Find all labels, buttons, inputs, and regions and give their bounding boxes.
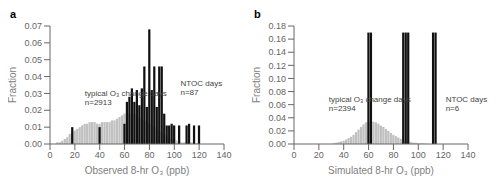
svg-text:20: 20 — [70, 150, 80, 160]
svg-text:120: 120 — [436, 150, 451, 160]
svg-text:140: 140 — [216, 150, 231, 160]
svg-text:Simulated 8-hr O₃ (ppb): Simulated 8-hr O₃ (ppb) — [328, 165, 434, 176]
svg-text:120: 120 — [192, 150, 207, 160]
svg-text:0: 0 — [47, 150, 52, 160]
svg-text:20: 20 — [314, 150, 324, 160]
svg-text:typical O₃ change daysn=2394: typical O₃ change daysn=2394 — [329, 95, 411, 113]
svg-text:140: 140 — [460, 150, 475, 160]
svg-text:0.00: 0.00 — [24, 139, 42, 149]
svg-text:Fraction: Fraction — [8, 67, 18, 103]
svg-text:0.02: 0.02 — [24, 105, 42, 115]
svg-text:40: 40 — [95, 150, 105, 160]
svg-text:0.02: 0.02 — [268, 126, 286, 136]
svg-text:Fraction: Fraction — [252, 67, 262, 103]
svg-text:0.06: 0.06 — [268, 100, 286, 110]
svg-text:40: 40 — [339, 150, 349, 160]
svg-text:80: 80 — [144, 150, 154, 160]
svg-text:80: 80 — [388, 150, 398, 160]
svg-text:0.18: 0.18 — [268, 21, 286, 31]
svg-text:typical O₃ change daysn=2913: typical O₃ change daysn=2913 — [85, 89, 167, 107]
svg-text:NTOC daysn=6: NTOC daysn=6 — [446, 95, 488, 113]
svg-text:0.08: 0.08 — [268, 87, 286, 97]
svg-text:0.04: 0.04 — [24, 72, 42, 82]
svg-text:0.07: 0.07 — [24, 21, 42, 31]
svg-text:Observed 8-hr O₃ (ppb): Observed 8-hr O₃ (ppb) — [85, 165, 190, 176]
svg-text:0.03: 0.03 — [24, 89, 42, 99]
svg-text:0.14: 0.14 — [268, 47, 286, 57]
svg-text:NTOC daysn=87: NTOC daysn=87 — [181, 79, 223, 97]
svg-text:0: 0 — [291, 150, 296, 160]
svg-text:0.10: 0.10 — [268, 74, 286, 84]
svg-text:0.06: 0.06 — [24, 38, 42, 48]
svg-text:0.12: 0.12 — [268, 61, 286, 71]
svg-text:100: 100 — [167, 150, 182, 160]
svg-text:100: 100 — [411, 150, 426, 160]
svg-text:60: 60 — [364, 150, 374, 160]
svg-text:0.05: 0.05 — [24, 55, 42, 65]
html-text:a: a — [10, 8, 17, 20]
svg-text:0.01: 0.01 — [24, 122, 42, 132]
svg-text:0.16: 0.16 — [268, 34, 286, 44]
html-text:b: b — [254, 8, 261, 20]
svg-text:60: 60 — [120, 150, 130, 160]
svg-text:0.00: 0.00 — [268, 139, 286, 149]
svg-text:0.04: 0.04 — [268, 113, 286, 123]
